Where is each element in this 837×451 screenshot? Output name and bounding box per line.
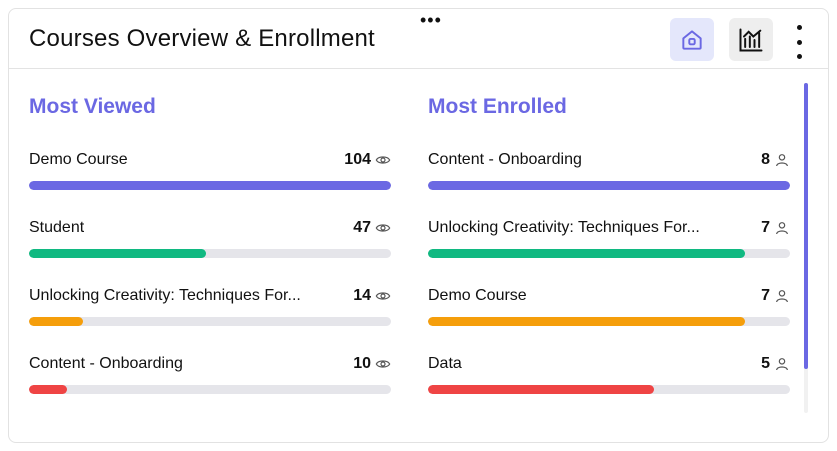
scrollbar[interactable] xyxy=(804,83,808,413)
user-icon xyxy=(776,222,788,235)
viewed-item-count: 47 xyxy=(353,219,371,236)
viewed-item-label: Content - Onboarding xyxy=(29,355,183,372)
enrolled-item-count: 5 xyxy=(761,355,770,372)
viewed-item-label: Student xyxy=(29,219,85,236)
viewed-item-label: Demo Course xyxy=(29,151,128,168)
progress-bar xyxy=(29,181,391,190)
card-title: Courses Overview & Enrollment xyxy=(29,25,375,52)
enrolled-item-label: Demo Course xyxy=(428,287,527,304)
progress-fill xyxy=(29,249,207,258)
eye-icon xyxy=(375,360,391,368)
horizontal-dots-icon[interactable]: ••• xyxy=(420,10,442,30)
viewed-item-count: 104 xyxy=(344,151,371,168)
enrolled-item-count: 7 xyxy=(761,287,770,304)
progress-fill xyxy=(29,317,84,326)
viewed-item-count: 10 xyxy=(353,355,371,372)
progress-fill xyxy=(428,385,655,394)
enrolled-item-label: Content - Onboarding xyxy=(428,151,582,168)
enrolled-item[interactable]: Unlocking Creativity: Techniques For... … xyxy=(428,219,790,269)
progress-fill xyxy=(29,385,67,394)
progress-fill xyxy=(29,181,391,190)
enrolled-item-label: Data xyxy=(428,355,462,372)
vertical-kebab-icon[interactable] xyxy=(789,25,809,59)
chart-view-button[interactable] xyxy=(729,18,773,61)
courses-overview-card: Courses Overview & Enrollment ••• Most V… xyxy=(8,8,829,443)
viewed-item[interactable]: Student 47 xyxy=(29,219,391,269)
user-icon xyxy=(776,154,788,167)
enrolled-item[interactable]: Data 5 xyxy=(428,355,790,405)
most-viewed-title: Most Viewed xyxy=(29,95,156,118)
user-icon xyxy=(776,290,788,303)
progress-fill xyxy=(428,317,745,326)
enrolled-item-label: Unlocking Creativity: Techniques For... xyxy=(428,219,700,236)
viewed-item[interactable]: Demo Course 104 xyxy=(29,151,391,201)
progress-bar xyxy=(428,317,790,326)
progress-bar xyxy=(428,249,790,258)
viewed-item[interactable]: Content - Onboarding 10 xyxy=(29,355,391,405)
most-enrolled-title: Most Enrolled xyxy=(428,95,567,118)
progress-bar xyxy=(428,385,790,394)
progress-fill xyxy=(428,181,790,190)
viewed-item[interactable]: Unlocking Creativity: Techniques For... … xyxy=(29,287,391,337)
progress-bar xyxy=(29,249,391,258)
user-icon xyxy=(776,358,788,371)
home-icon xyxy=(682,29,702,50)
eye-icon xyxy=(375,292,391,300)
viewed-item-label: Unlocking Creativity: Techniques For... xyxy=(29,287,301,304)
card-header: Courses Overview & Enrollment ••• xyxy=(9,9,828,69)
progress-bar xyxy=(29,317,391,326)
eye-icon xyxy=(375,224,391,232)
scrollbar-thumb[interactable] xyxy=(804,83,808,369)
enrolled-item[interactable]: Demo Course 7 xyxy=(428,287,790,337)
eye-icon xyxy=(375,156,391,164)
progress-fill xyxy=(428,249,745,258)
enrolled-item-count: 8 xyxy=(761,151,770,168)
bar-chart-icon xyxy=(739,28,763,51)
enrolled-item-count: 7 xyxy=(761,219,770,236)
enrolled-item[interactable]: Content - Onboarding 8 xyxy=(428,151,790,201)
viewed-item-count: 14 xyxy=(353,287,371,304)
home-view-button[interactable] xyxy=(670,18,714,61)
progress-bar xyxy=(29,385,391,394)
progress-bar xyxy=(428,181,790,190)
